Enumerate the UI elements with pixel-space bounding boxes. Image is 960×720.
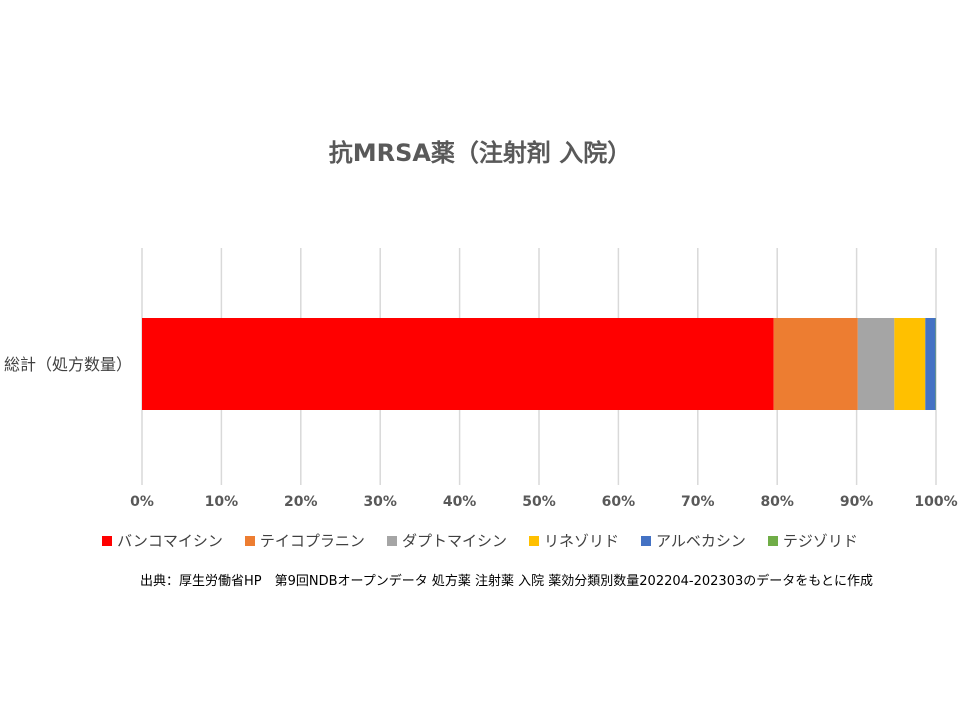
bar-segments xyxy=(142,318,936,410)
chart-title: 抗MRSA薬（注射剤 入院） xyxy=(328,139,632,167)
x-tick-label: 100% xyxy=(914,494,957,510)
bar-segment xyxy=(925,318,936,410)
x-tick-label: 10% xyxy=(205,494,239,510)
x-tick-label: 50% xyxy=(522,494,556,510)
legend-swatch xyxy=(386,535,397,546)
legend-item: テイコプラニン xyxy=(244,530,365,551)
legend-label: アルベカシン xyxy=(655,532,746,550)
legend-item: ダプトマイシン xyxy=(386,530,507,551)
x-tick-labels: 0% 10% 20% 30% 40% 50% 60% 70% 80% 90% 100% xyxy=(130,494,958,510)
legend-swatch xyxy=(640,535,651,546)
legend-label: テジゾリド xyxy=(782,532,858,550)
legend-item: アルベカシン xyxy=(640,530,746,551)
x-tick-label: 30% xyxy=(363,494,397,510)
bar-segment xyxy=(773,318,858,410)
legend-swatch xyxy=(244,535,255,546)
source-note: 出典：厚生労働省HP 第9回NDBオープンデータ 処方薬 注射薬 入院 薬効分類… xyxy=(140,574,873,589)
bar-segment xyxy=(142,318,774,410)
x-tick-label: 20% xyxy=(284,494,318,510)
x-tick-label: 80% xyxy=(760,494,794,510)
bar-segment xyxy=(857,318,895,410)
legend-swatch xyxy=(528,535,539,546)
legend-label: ダプトマイシン xyxy=(401,532,507,550)
category-labels: 総計（処方数量） xyxy=(4,355,132,374)
x-tick-label: 40% xyxy=(443,494,477,510)
bar-segment xyxy=(894,318,926,410)
legend-item: リネゾリド xyxy=(528,530,619,551)
legend-label: テイコプラニン xyxy=(259,532,365,550)
legend-swatch xyxy=(767,535,778,546)
legend-label: バンコマイシン xyxy=(117,532,223,550)
legend-swatch xyxy=(102,535,113,546)
x-tick-label: 0% xyxy=(130,494,154,510)
legend-item: バンコマイシン xyxy=(102,530,223,551)
x-tick-label: 60% xyxy=(602,494,636,510)
x-tick-label: 70% xyxy=(681,494,715,510)
x-tick-label: 90% xyxy=(840,494,874,510)
category-label: 総計（処方数量） xyxy=(4,355,132,374)
legend-label: リネゾリド xyxy=(543,532,619,550)
legend-item: テジゾリド xyxy=(767,530,858,551)
legend: バンコマイシン テイコプラニン ダプトマイシン リネゾリド アルベカシン テジゾリド xyxy=(100,530,860,551)
